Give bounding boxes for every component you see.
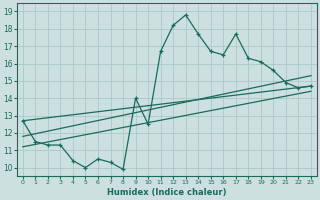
- X-axis label: Humidex (Indice chaleur): Humidex (Indice chaleur): [107, 188, 227, 197]
